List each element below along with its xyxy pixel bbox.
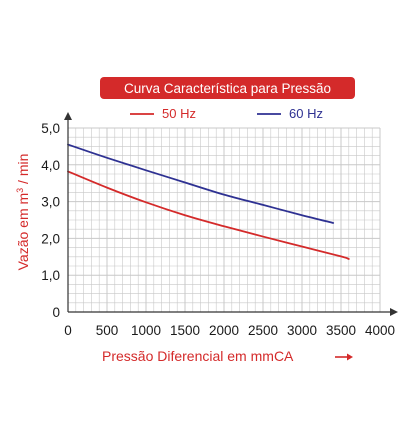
- y-tick-label: 2,0: [41, 231, 60, 246]
- grid: [68, 127, 381, 312]
- y-tick-label: 1,0: [41, 268, 60, 283]
- tick-labels: 0 500 1000 1500 2000 2500 3000 3500 4000 0 1,0 2,0 3…: [41, 121, 395, 338]
- y-tick-label: 5,0: [41, 121, 60, 136]
- x-axis-label: Pressão Diferencial em mmCA: [102, 348, 294, 364]
- x-tick-label: 1500: [170, 323, 200, 338]
- y-axis-label-tail: / min: [15, 154, 31, 188]
- y-tick-label: 0: [52, 305, 60, 320]
- x-axis-label-arrow-icon: [335, 353, 353, 361]
- x-tick-label: 1000: [131, 323, 161, 338]
- series-layer: [67, 143, 350, 260]
- x-axis-arrow-icon: [390, 308, 398, 316]
- x-tick-label: 3000: [287, 323, 317, 338]
- series-line-50hz: [67, 170, 350, 260]
- chart-title: Curva Característica para Pressão: [124, 81, 331, 96]
- y-tick-label: 4,0: [41, 158, 60, 173]
- x-tick-label: 2500: [248, 323, 278, 338]
- x-tick-label: 2000: [209, 323, 239, 338]
- axes: [64, 112, 398, 316]
- x-tick-label: 4000: [365, 323, 395, 338]
- y-axis-arrow-icon: [64, 112, 72, 120]
- y-axis-label-main: Vazão em m: [15, 193, 31, 271]
- x-tick-label: 3500: [326, 323, 356, 338]
- legend-label-50hz: 50 Hz: [162, 106, 196, 121]
- legend: 50 Hz 60 Hz: [130, 106, 323, 121]
- legend-label-60hz: 60 Hz: [289, 106, 323, 121]
- title-banner: [100, 77, 355, 99]
- x-tick-label: 500: [96, 323, 119, 338]
- y-axis-label-superscript: 3: [15, 188, 25, 193]
- x-tick-label: 0: [64, 323, 72, 338]
- y-tick-label: 3,0: [41, 195, 60, 210]
- y-axis-label: Vazão em m3 / min: [15, 154, 31, 271]
- series-line-60hz: [67, 143, 335, 224]
